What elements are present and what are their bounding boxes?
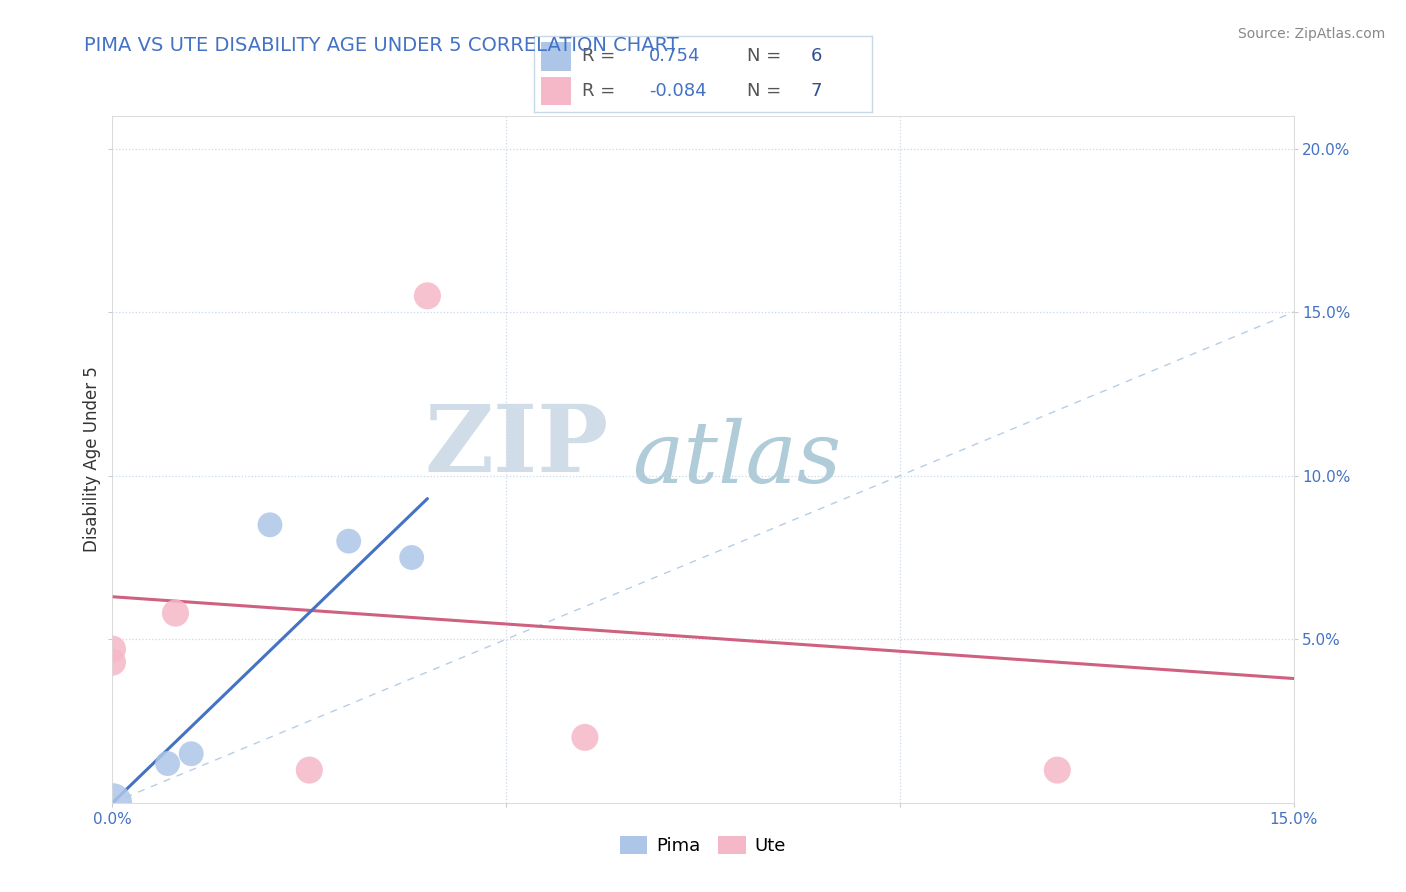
Point <box>180 747 202 761</box>
Point <box>165 606 187 620</box>
Bar <box>541 42 571 70</box>
Point <box>101 796 124 810</box>
Point <box>156 756 179 771</box>
Text: R =: R = <box>582 82 614 100</box>
Text: R =: R = <box>582 47 614 65</box>
Point <box>401 550 423 565</box>
Y-axis label: Disability Age Under 5: Disability Age Under 5 <box>83 367 101 552</box>
Legend: Pima, Ute: Pima, Ute <box>613 829 793 863</box>
Point <box>574 731 596 745</box>
Text: 7: 7 <box>811 82 823 100</box>
Point <box>101 655 124 669</box>
Text: PIMA VS UTE DISABILITY AGE UNDER 5 CORRELATION CHART: PIMA VS UTE DISABILITY AGE UNDER 5 CORRE… <box>84 36 679 54</box>
Text: atlas: atlas <box>633 418 841 500</box>
Point <box>101 642 124 657</box>
Text: -0.084: -0.084 <box>650 82 707 100</box>
Point <box>1046 763 1069 777</box>
Text: 15.0%: 15.0% <box>1270 812 1317 827</box>
Text: N =: N = <box>747 82 782 100</box>
Point <box>298 763 321 777</box>
Text: Source: ZipAtlas.com: Source: ZipAtlas.com <box>1237 27 1385 41</box>
Point <box>416 289 439 303</box>
Text: ZIP: ZIP <box>425 401 609 491</box>
Text: 0.0%: 0.0% <box>93 812 132 827</box>
Text: 6: 6 <box>811 47 823 65</box>
Bar <box>541 77 571 105</box>
Text: 0.754: 0.754 <box>650 47 700 65</box>
Point <box>337 534 360 549</box>
Point <box>259 517 281 532</box>
Text: N =: N = <box>747 47 782 65</box>
